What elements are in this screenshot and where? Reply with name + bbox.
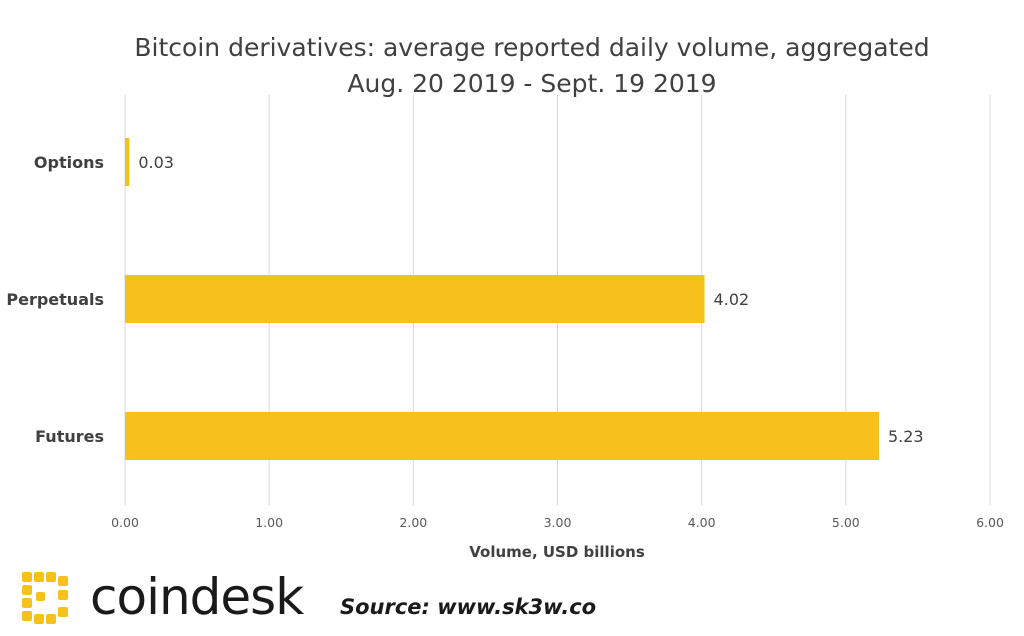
category-label: Options [34,153,104,172]
bars [125,138,879,460]
x-tick-label: 0.00 [111,515,139,530]
category-label: Futures [35,427,104,446]
data-label: 4.02 [714,290,750,309]
coindesk-logo-text: coindesk [90,568,304,626]
x-axis-label: Volume, USD billions [469,543,645,561]
x-tick-label: 4.00 [688,515,716,530]
data-label: 5.23 [888,427,924,446]
chart-subtitle: Aug. 20 2019 - Sept. 19 2019 [347,69,716,98]
bar-options [125,138,130,186]
x-tick-label: 2.00 [399,515,427,530]
bar-futures [125,412,879,460]
x-tick-label: 3.00 [544,515,572,530]
x-tick-label: 1.00 [255,515,283,530]
category-label: Perpetuals [6,290,104,309]
coindesk-logo-icon [22,572,68,624]
chart-title: Bitcoin derivatives: average reported da… [134,33,929,62]
bar-perpetuals [125,275,705,323]
x-tick-label: 5.00 [832,515,860,530]
source-note: Source: www.sk3w.co [340,595,596,619]
x-tick-label: 6.00 [976,515,1004,530]
labels: 0.00 1.00 2.00 3.00 4.00 5.00 6.00 Options 0.03 P… [6,153,1004,530]
data-label: 0.03 [138,153,174,172]
